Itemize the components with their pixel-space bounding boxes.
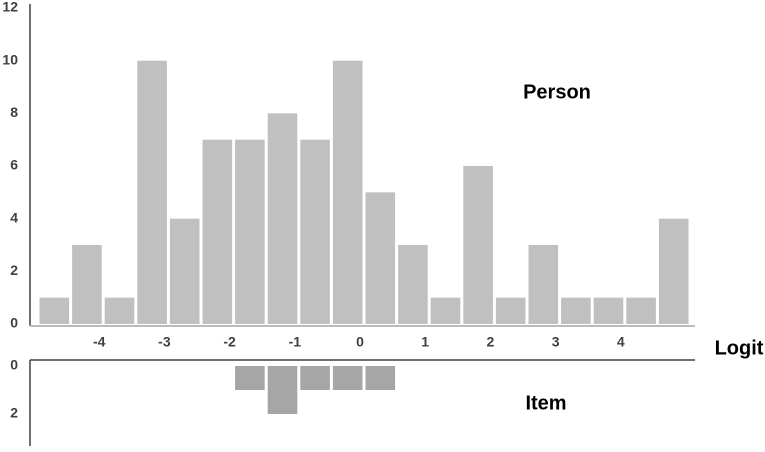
bar: [626, 297, 656, 324]
y-tick-label: 2: [10, 262, 18, 278]
y-tick-label: 4: [10, 209, 18, 225]
y-tick-label: 10: [2, 51, 18, 67]
person-label: Person: [523, 81, 591, 103]
bar: [267, 113, 298, 324]
item-label: Item: [525, 392, 566, 414]
bar: [169, 218, 200, 324]
bar: [495, 297, 526, 324]
x-tick-label: -3: [158, 334, 171, 350]
bar: [365, 366, 396, 390]
x-tick-label: -1: [289, 334, 302, 350]
bar: [593, 297, 624, 324]
y-tick-label: 6: [10, 157, 18, 173]
bar: [235, 139, 265, 324]
x-axis-label: Logit: [715, 337, 764, 359]
bar: [104, 297, 135, 324]
x-tick-label: -4: [93, 334, 106, 350]
bar: [430, 297, 461, 324]
bar: [463, 166, 493, 324]
y-tick-label: 8: [10, 104, 18, 120]
x-tick-label: 2: [487, 334, 495, 350]
y-tick-label: 0: [10, 315, 18, 331]
bar: [561, 297, 591, 324]
y-tick-label: 2: [10, 405, 18, 421]
bar: [267, 366, 298, 414]
bar: [398, 245, 428, 324]
bar: [72, 245, 102, 324]
x-tick-label: 3: [552, 334, 560, 350]
x-tick-label: -2: [223, 334, 236, 350]
bar: [235, 366, 265, 390]
bar: [528, 245, 559, 324]
bar: [332, 60, 363, 325]
y-tick-label: 0: [10, 357, 18, 373]
x-tick-label: 1: [421, 334, 429, 350]
bar: [365, 192, 396, 324]
bar: [658, 218, 689, 324]
bar: [202, 139, 233, 324]
bar: [300, 139, 330, 324]
x-tick-label: 0: [356, 334, 364, 350]
bar: [137, 60, 167, 325]
bar: [300, 366, 330, 390]
x-tick-label: 4: [617, 334, 625, 350]
bar: [332, 366, 363, 390]
y-tick-label: 12: [2, 0, 18, 15]
bar: [39, 297, 70, 324]
